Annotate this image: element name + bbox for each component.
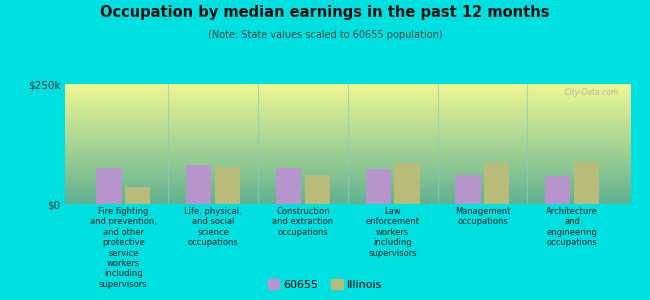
Bar [186,165,211,204]
Text: Architecture
and
engineering
occupations: Architecture and engineering occupations [546,207,598,247]
Bar [484,163,510,204]
Text: Construction
and extraction
occupations: Construction and extraction occupations [272,207,333,237]
Text: Law
enforcement
workers
including
supervisors: Law enforcement workers including superv… [366,207,420,258]
Bar [366,169,391,204]
Bar [395,163,419,204]
Text: Occupation by median earnings in the past 12 months: Occupation by median earnings in the pas… [100,4,550,20]
Bar [545,176,570,204]
Bar [276,168,301,204]
Bar [456,175,480,204]
Bar [125,187,150,204]
Text: Fire fighting
and prevention,
and other
protective
service
workers
including
sup: Fire fighting and prevention, and other … [90,207,157,289]
Bar [574,162,599,204]
Bar [215,167,240,204]
Bar [96,168,122,204]
Text: City-Data.com: City-Data.com [565,88,619,97]
Text: (Note: State values scaled to 60655 population): (Note: State values scaled to 60655 popu… [208,30,442,40]
Legend: 60655, Illinois: 60655, Illinois [263,275,387,294]
Bar [305,175,330,204]
Text: Management
occupations: Management occupations [454,207,510,226]
Text: Life, physical,
and social
science
occupations: Life, physical, and social science occup… [184,207,242,247]
